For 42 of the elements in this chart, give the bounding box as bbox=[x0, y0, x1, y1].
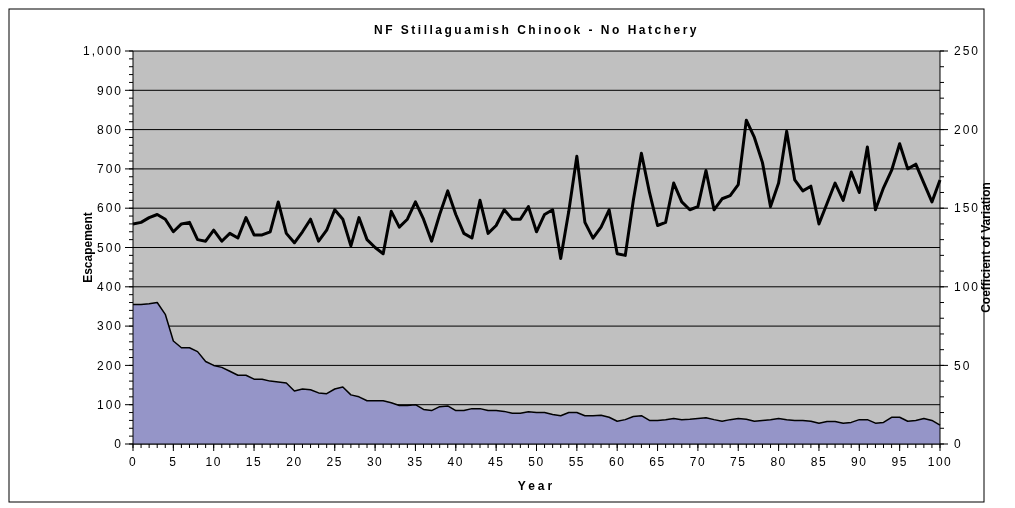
y-tick-label: 300 bbox=[96, 319, 123, 334]
y-tick-label: 200 bbox=[96, 358, 123, 373]
y-tick-label: 900 bbox=[96, 83, 123, 98]
x-tick-label: 70 bbox=[689, 455, 707, 469]
y-tick-label: 500 bbox=[96, 240, 123, 255]
y-axis-title: Escapement bbox=[81, 212, 95, 283]
y-tick-label: 1,000 bbox=[82, 44, 123, 59]
y2-tick-label: 150 bbox=[954, 201, 981, 216]
y2-tick-label: 0 bbox=[954, 437, 963, 452]
x-tick-label: 5 bbox=[169, 455, 178, 469]
x-tick-label: 40 bbox=[447, 455, 464, 469]
x-tick-label: 55 bbox=[568, 455, 586, 469]
y-tick-label: 700 bbox=[96, 162, 123, 177]
x-tick-label: 90 bbox=[851, 455, 868, 469]
x-tick-label: 80 bbox=[770, 455, 787, 469]
y-tick-label: 600 bbox=[96, 201, 123, 216]
x-tick-label: 75 bbox=[730, 455, 747, 469]
x-tick-label: 45 bbox=[487, 455, 505, 469]
y2-tick-label: 200 bbox=[954, 122, 981, 137]
y2-tick-label: 50 bbox=[954, 358, 972, 373]
x-tick-label: 35 bbox=[407, 455, 424, 469]
x-tick-label: 0 bbox=[128, 455, 138, 469]
x-tick-label: 95 bbox=[891, 455, 908, 469]
y2-axis-title: Coefficient of Variation bbox=[979, 182, 993, 313]
y-tick-label: 800 bbox=[96, 122, 123, 137]
x-tick-label: 10 bbox=[205, 455, 222, 469]
x-tick-label: 60 bbox=[609, 455, 626, 469]
x-tick-label: 65 bbox=[649, 455, 666, 469]
x-axis-title: Year bbox=[517, 479, 556, 493]
x-tick-label: 25 bbox=[326, 455, 343, 469]
x-tick-label: 50 bbox=[528, 455, 545, 469]
x-tick-label: 15 bbox=[245, 455, 263, 469]
y2-tick-label: 100 bbox=[954, 280, 981, 294]
x-tick-label: 85 bbox=[810, 455, 828, 469]
y-tick-label: 0 bbox=[114, 437, 123, 452]
y-tick-label: 100 bbox=[96, 397, 123, 412]
chart-title: NF Stillaguamish Chinook - No Hatchery bbox=[373, 23, 700, 37]
y2-tick-label: 250 bbox=[954, 44, 981, 59]
y-tick-label: 400 bbox=[96, 280, 123, 294]
x-tick-label: 30 bbox=[366, 455, 384, 469]
x-tick-label: 20 bbox=[286, 455, 303, 469]
x-tick-label: 100 bbox=[927, 455, 953, 469]
